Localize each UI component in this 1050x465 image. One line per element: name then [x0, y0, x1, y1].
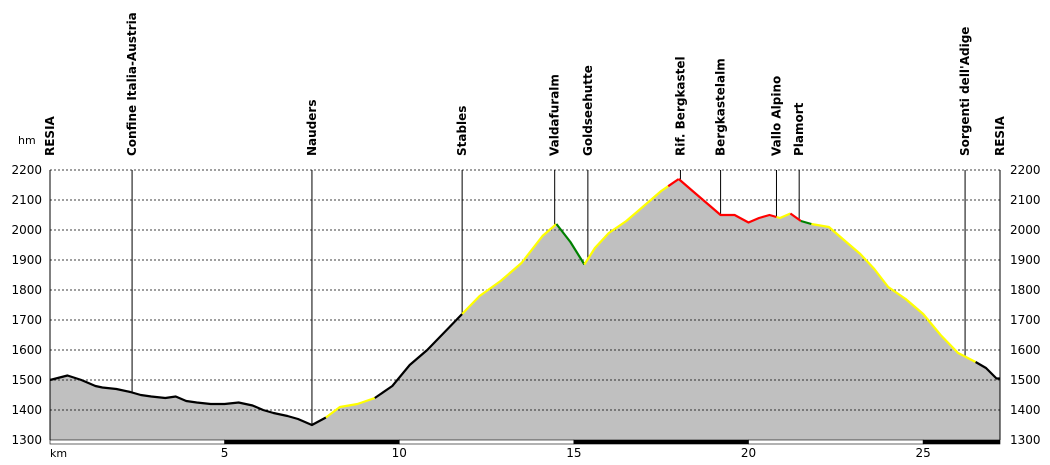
x-axis-label: km	[50, 447, 67, 460]
x-tick-label: 5	[221, 446, 229, 460]
y-axis-label: hm	[18, 134, 36, 147]
profile-segment	[325, 396, 376, 419]
y-tick-label-right: 1500	[1010, 373, 1041, 387]
profile-area	[50, 179, 1000, 440]
waypoint-labels: RESIA Confine Italia-Austria Nauders Stable…	[43, 12, 1007, 156]
scale-bar-block	[922, 439, 1001, 445]
waypoint-label: Valdafuralm	[548, 74, 562, 156]
y-tick-label-left: 2200	[11, 163, 42, 177]
x-tick-label: 25	[916, 446, 931, 460]
waypoint-label: Confine Italia-Austria	[125, 12, 139, 156]
y-tick-label-left: 1600	[11, 343, 42, 357]
profile-segment	[776, 212, 791, 220]
profile-segment	[789, 212, 802, 222]
x-axis-ticks: 5 10 15 20 25	[221, 446, 931, 460]
profile-line	[49, 178, 1000, 427]
y-tick-label-right: 1700	[1010, 313, 1041, 327]
scale-bar-block	[748, 439, 924, 445]
waypoint-label: Bergkastelalm	[714, 58, 728, 156]
scale-bar-block	[49, 439, 225, 445]
y-tick-label-right: 2200	[1010, 163, 1041, 177]
y-tick-label-left: 2000	[11, 223, 42, 237]
y-tick-label-left: 1800	[11, 283, 42, 297]
profile-segment	[811, 222, 977, 363]
x-tick-label: 10	[392, 446, 407, 460]
y-tick-label-right: 1600	[1010, 343, 1041, 357]
waypoint-label: Plamort	[792, 102, 806, 156]
profile-segment	[667, 178, 680, 188]
scale-bar-block	[398, 439, 575, 445]
y-tick-label-right: 1800	[1010, 283, 1041, 297]
waypoint-label: Goldseehutte	[581, 65, 595, 156]
y-tick-label-left: 1500	[11, 373, 42, 387]
y-tick-label-left: 1900	[11, 253, 42, 267]
y-tick-label-left: 1700	[11, 313, 42, 327]
x-tick-label: 15	[566, 446, 581, 460]
waypoint-label: Rif. Bergkastel	[673, 56, 687, 156]
profile-segment	[583, 185, 669, 266]
plot-frame	[49, 170, 1001, 440]
profile-segment	[461, 223, 558, 315]
y-tick-label-left: 1400	[11, 403, 42, 417]
waypoint-label: Nauders	[305, 100, 319, 156]
x-axis-scale-bar	[49, 439, 1001, 445]
waypoint-label: Sorgenti dell'Adige	[958, 27, 972, 156]
y-tick-label-right: 1300	[1010, 433, 1041, 447]
profile-segment	[49, 374, 327, 427]
scale-bar-block	[224, 439, 400, 445]
y-tick-label-right: 2100	[1010, 193, 1041, 207]
scale-bar-block	[573, 439, 749, 445]
waypoint-markers	[131, 170, 966, 425]
profile-fill	[50, 179, 1000, 440]
y-tick-label-right: 1900	[1010, 253, 1041, 267]
profile-segment	[374, 313, 463, 399]
waypoint-label: Vallo Alpino	[769, 76, 783, 156]
waypoint-label: RESIA	[43, 115, 57, 156]
profile-segment	[975, 361, 1000, 380]
y-axis-ticks: 1300 1300 1400 1400 1500 1500 1600 1600 1700 1700…	[11, 163, 1040, 447]
y-tick-label-left: 2100	[11, 193, 42, 207]
profile-segment	[677, 178, 777, 224]
waypoint-label: RESIA	[993, 115, 1007, 156]
y-tick-label-right: 1400	[1010, 403, 1041, 417]
profile-segment	[555, 223, 586, 266]
y-tick-label-left: 1300	[11, 433, 42, 447]
waypoint-label: Stables	[455, 106, 469, 156]
profile-segment	[800, 219, 812, 226]
x-tick-label: 20	[741, 446, 756, 460]
y-tick-label-right: 2000	[1010, 223, 1041, 237]
